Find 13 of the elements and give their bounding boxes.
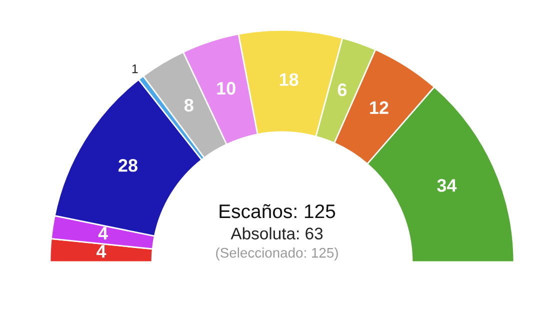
data-label: 1 <box>132 64 138 74</box>
data-label: 6 <box>338 83 347 96</box>
data-label: 10 <box>217 82 236 95</box>
data-label: 34 <box>437 179 457 192</box>
data-label: 12 <box>370 101 388 114</box>
text: Absoluta: 63 <box>230 227 323 240</box>
data-label: 28 <box>118 159 138 172</box>
text: Escaños: 125 <box>220 204 336 218</box>
text: (Seleccionado: 125) <box>216 248 338 260</box>
data-label: 8 <box>184 98 194 112</box>
data-label: 18 <box>280 73 298 86</box>
data-label: 4 <box>96 245 106 258</box>
data-label: 4 <box>98 227 108 240</box>
